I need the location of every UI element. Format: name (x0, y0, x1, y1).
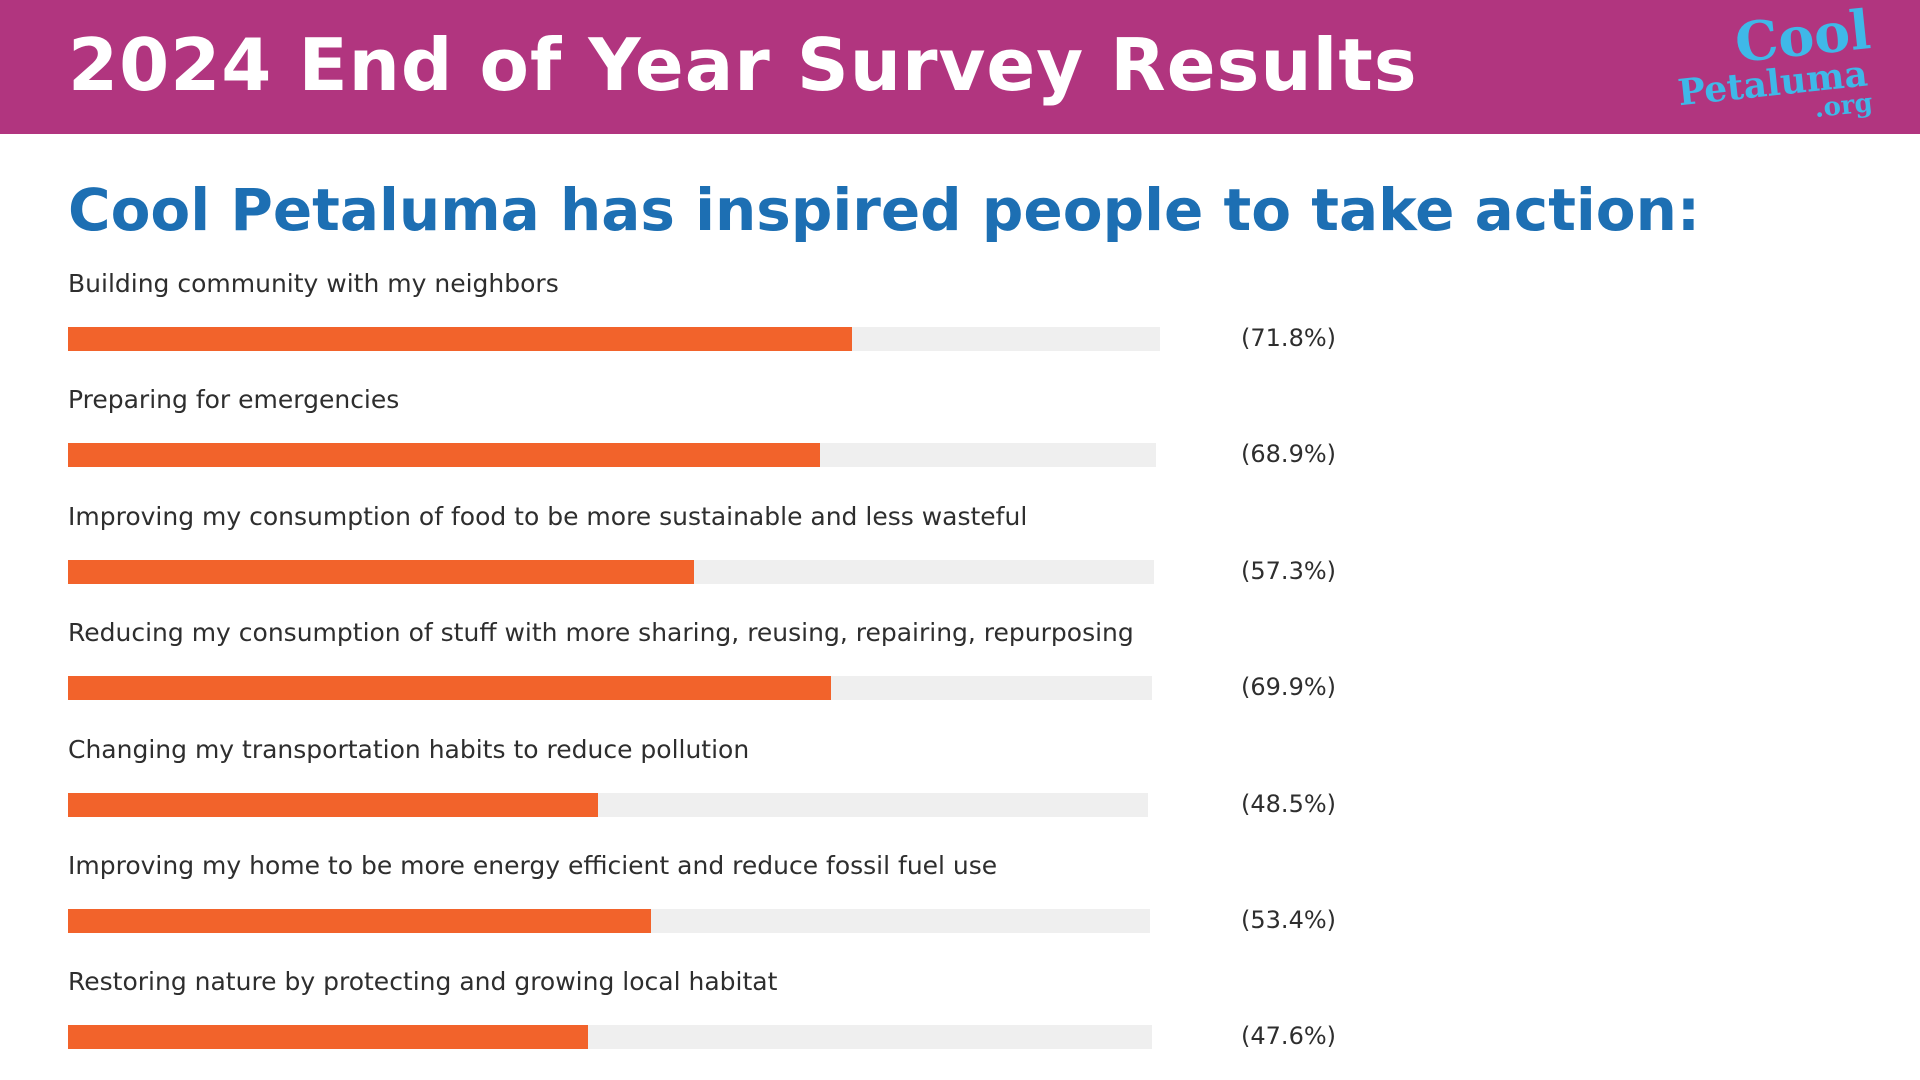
bar-track (68, 1025, 1152, 1050)
bar-label: Preparing for emergencies (68, 385, 400, 415)
bar (68, 792, 598, 817)
header-band: 2024 End of Year Survey Results (0, 0, 1920, 134)
bar-value-label: (53.4%) (1241, 906, 1336, 934)
bar-track (68, 909, 1150, 933)
bar (68, 909, 651, 933)
bar-label: Restoring nature by protecting and growi… (68, 967, 778, 997)
bar-track (68, 676, 1152, 701)
bar (68, 559, 694, 584)
bar (68, 327, 852, 351)
bar-track (68, 559, 1154, 584)
bar-value-label: (68.9%) (1241, 440, 1336, 469)
bar-label: Improving my home to be more energy effi… (68, 851, 998, 880)
bar-track (68, 327, 1160, 351)
bar-label: Improving my consumption of food to be m… (68, 501, 1028, 531)
bar-value-label: (48.5%) (1241, 789, 1336, 818)
bar-label: Reducing my consumption of stuff with mo… (68, 618, 1134, 648)
page-title: 2024 End of Year Survey Results (68, 23, 1418, 107)
bar-track (68, 443, 1156, 468)
bar-label: Changing my transportation habits to red… (68, 734, 750, 764)
bar-value-label: (47.6%) (1241, 1022, 1336, 1051)
bar-track (68, 792, 1148, 817)
bar-value-label: (69.9%) (1241, 673, 1336, 702)
logo-text-org: .org (1812, 88, 1875, 125)
bar-value-label: (57.3%) (1241, 556, 1336, 585)
chart-title: Cool Petaluma has inspired people to tak… (68, 176, 1701, 244)
bar-value-label: (71.8%) (1241, 324, 1336, 352)
cool-petaluma-logo: Cool Petaluma .org (1664, 0, 1906, 142)
bar-label: Building community with my neighbors (68, 269, 559, 298)
bar (68, 1025, 588, 1050)
bar (68, 443, 820, 468)
bar (68, 676, 831, 701)
